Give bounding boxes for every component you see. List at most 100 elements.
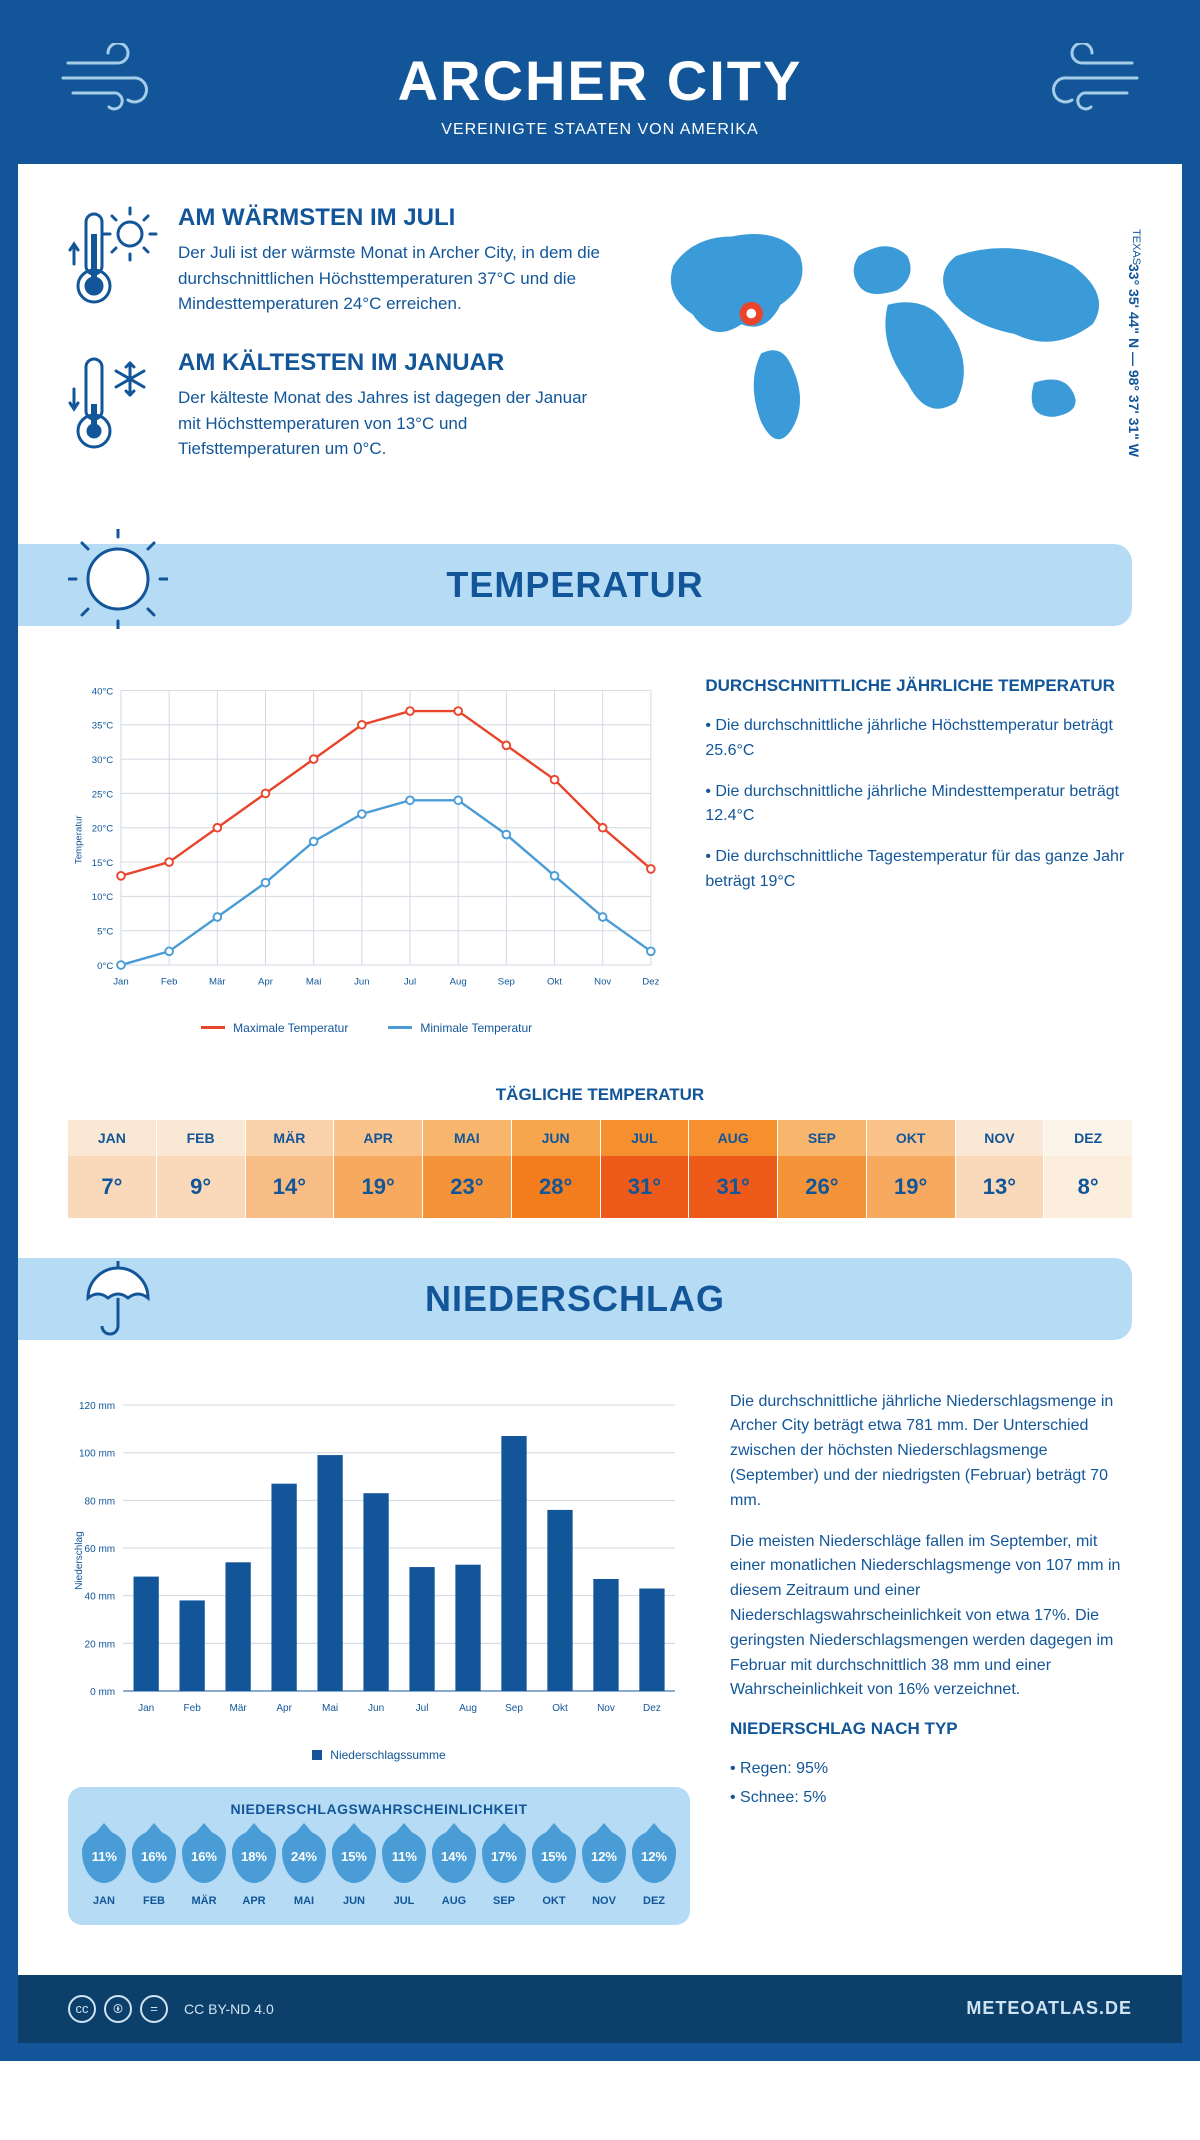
- temp-cell-value: 19°: [867, 1156, 955, 1218]
- drop-pct: 11%: [91, 1849, 116, 1864]
- license-label: CC BY-ND 4.0: [184, 2001, 274, 2017]
- site-label: METEOATLAS.DE: [966, 1998, 1132, 2019]
- svg-text:Mär: Mär: [230, 1703, 248, 1714]
- drop-month: SEP: [493, 1895, 515, 1907]
- precip-drop: 14%AUG: [432, 1831, 476, 1907]
- svg-text:Nov: Nov: [594, 976, 611, 987]
- drop-pct: 24%: [291, 1849, 317, 1864]
- raindrop-icon: 15%: [332, 1831, 376, 1883]
- precip-text-p1: Die durchschnittliche jährliche Niedersc…: [730, 1390, 1132, 1514]
- drop-month: JAN: [93, 1895, 115, 1907]
- svg-text:Temperatur: Temperatur: [73, 815, 84, 864]
- svg-text:Apr: Apr: [276, 1703, 292, 1714]
- svg-text:40°C: 40°C: [92, 686, 114, 697]
- svg-text:Aug: Aug: [459, 1703, 477, 1714]
- svg-text:Sep: Sep: [498, 976, 515, 987]
- raindrop-icon: 11%: [382, 1831, 426, 1883]
- precip-drop: 12%NOV: [582, 1831, 626, 1907]
- svg-text:20 mm: 20 mm: [85, 1639, 116, 1650]
- temp-cell-value: 14°: [246, 1156, 334, 1218]
- precip-content: 0 mm20 mm40 mm60 mm80 mm100 mm120 mmNied…: [18, 1370, 1182, 1955]
- temp-cell-value: 26°: [778, 1156, 866, 1218]
- drop-month: JUL: [394, 1895, 415, 1907]
- drop-month: DEZ: [643, 1895, 665, 1907]
- temp-cell-value: 8°: [1044, 1156, 1132, 1218]
- nd-icon: =: [140, 1995, 168, 2023]
- raindrop-icon: 24%: [282, 1831, 326, 1883]
- temp-cell: SEP26°: [778, 1120, 867, 1218]
- temperature-legend: Maximale Temperatur Minimale Temperatur: [68, 1021, 665, 1035]
- svg-text:Okt: Okt: [547, 976, 562, 987]
- drop-month: OKT: [542, 1895, 565, 1907]
- temp-cell: JUL31°: [601, 1120, 690, 1218]
- raindrop-icon: 16%: [132, 1831, 176, 1883]
- temp-text-p3: • Die durchschnittliche Tagestemperatur …: [705, 845, 1132, 895]
- svg-text:35°C: 35°C: [92, 721, 114, 732]
- precip-prob-title: NIEDERSCHLAGSWAHRSCHEINLICHKEIT: [82, 1801, 676, 1817]
- precip-drop: 11% JUL: [382, 1831, 426, 1907]
- warmest-title: AM WÄRMSTEN IM JULI: [178, 204, 604, 232]
- raindrop-icon: 17%: [482, 1831, 526, 1883]
- world-map: [644, 204, 1132, 464]
- drop-month: MÄR: [191, 1895, 216, 1907]
- drop-pct: 15%: [541, 1849, 567, 1864]
- svg-text:Jun: Jun: [368, 1703, 384, 1714]
- temp-cell-month: JUL: [601, 1120, 689, 1156]
- precip-title: NIEDERSCHLAG: [425, 1278, 725, 1320]
- precip-drop: 12%DEZ: [632, 1831, 676, 1907]
- svg-text:Okt: Okt: [552, 1703, 568, 1714]
- coldest-title: AM KÄLTESTEN IM JANUAR: [178, 349, 604, 377]
- temp-cell-value: 13°: [956, 1156, 1044, 1218]
- temp-cell: NOV13°: [956, 1120, 1045, 1218]
- temp-cell: MAI23°: [423, 1120, 512, 1218]
- svg-text:Niederschlag: Niederschlag: [74, 1531, 85, 1589]
- temp-cell-month: JAN: [68, 1120, 156, 1156]
- raindrop-icon: 16%: [182, 1831, 226, 1883]
- precip-drop: 15% OKT: [532, 1831, 576, 1907]
- precip-prob-drops: 11%JAN16%FEB16%MÄR18%APR24%MAI15%JUN11%J…: [82, 1831, 676, 1907]
- precip-legend: Niederschlagssumme: [68, 1748, 690, 1762]
- temp-cell-value: 23°: [423, 1156, 511, 1218]
- cc-icon: cc: [68, 1995, 96, 2023]
- temp-cell-month: APR: [334, 1120, 422, 1156]
- daily-temp-title: TÄGLICHE TEMPERATUR: [18, 1085, 1182, 1105]
- warmest-fact: AM WÄRMSTEN IM JULI Der Juli ist der wär…: [68, 204, 604, 319]
- svg-text:5°C: 5°C: [97, 927, 113, 938]
- precip-drop: 16% MÄR: [182, 1831, 226, 1907]
- wind-icon: [1032, 43, 1142, 125]
- precip-type-snow: • Schnee: 5%: [730, 1786, 1132, 1811]
- raindrop-icon: 11%: [82, 1831, 126, 1883]
- temp-cell: JAN7°: [68, 1120, 157, 1218]
- legend-min-label: Minimale Temperatur: [420, 1021, 532, 1035]
- temp-cell-month: JUN: [512, 1120, 600, 1156]
- temp-cell-month: NOV: [956, 1120, 1044, 1156]
- thermometer-snow-icon: [68, 349, 158, 464]
- temperature-title: TEMPERATUR: [446, 564, 703, 606]
- svg-text:60 mm: 60 mm: [85, 1544, 116, 1555]
- svg-text:Jul: Jul: [416, 1703, 429, 1714]
- infographic-page: ARCHER CITY VEREINIGTE STAATEN VON AMERI…: [0, 0, 1200, 2061]
- temp-cell: AUG31°: [689, 1120, 778, 1218]
- summary-row: AM WÄRMSTEN IM JULI Der Juli ist der wär…: [18, 164, 1182, 524]
- temp-cell: OKT19°: [867, 1120, 956, 1218]
- precip-drop: 11% JAN: [82, 1831, 126, 1907]
- temp-cell-month: DEZ: [1044, 1120, 1132, 1156]
- temp-cell-month: OKT: [867, 1120, 955, 1156]
- svg-text:25°C: 25°C: [92, 789, 114, 800]
- country-subtitle: VEREINIGTE STAATEN VON AMERIKA: [58, 121, 1142, 139]
- temperature-line-chart: 0°C5°C10°C15°C20°C25°C30°C35°C40°CJanFeb…: [68, 676, 665, 1004]
- drop-month: AUG: [442, 1895, 466, 1907]
- temp-cell-value: 28°: [512, 1156, 600, 1218]
- precip-section-bar: NIEDERSCHLAG: [18, 1258, 1132, 1340]
- precip-type-title: NIEDERSCHLAG NACH TYP: [730, 1719, 1132, 1739]
- svg-text:0 mm: 0 mm: [90, 1687, 115, 1698]
- drop-pct: 16%: [191, 1849, 217, 1864]
- svg-text:0°C: 0°C: [97, 961, 113, 972]
- temp-cell-month: FEB: [157, 1120, 245, 1156]
- temp-cell: DEZ8°: [1044, 1120, 1132, 1218]
- svg-text:Apr: Apr: [258, 976, 274, 987]
- precip-bar-chart: 0 mm20 mm40 mm60 mm80 mm100 mm120 mmNied…: [68, 1390, 690, 1731]
- svg-text:30°C: 30°C: [92, 755, 114, 766]
- temp-cell-value: 7°: [68, 1156, 156, 1218]
- svg-text:Mai: Mai: [322, 1703, 338, 1714]
